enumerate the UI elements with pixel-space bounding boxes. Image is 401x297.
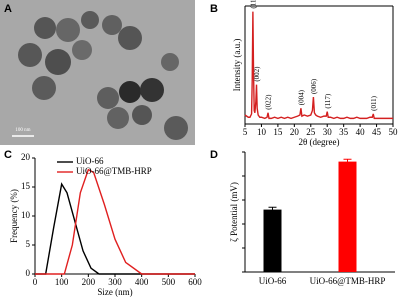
x-tick-label: UiO-66	[259, 276, 287, 286]
x-tick-label: 30	[323, 127, 333, 137]
x-tick-label: 300	[108, 277, 122, 287]
x-tick-label: 20	[290, 127, 300, 137]
y-tick-label: 5	[26, 239, 31, 249]
panel-label: A	[4, 3, 12, 15]
x-tick-label: 50	[389, 127, 399, 137]
x-tick-label: 600	[188, 277, 202, 287]
y-axis-label: Intensity (a.u.)	[232, 39, 242, 92]
error-bar	[268, 206, 277, 212]
x-tick-label: 0	[33, 277, 38, 287]
peak-label: (022)	[265, 94, 273, 110]
data-line	[244, 11, 393, 120]
peak-label: (004)	[298, 89, 306, 105]
peak-label: (011)	[370, 95, 378, 111]
y-axis-label: Frequency (%)	[9, 189, 19, 243]
x-tick-label: 40	[356, 127, 366, 137]
x-tick-label: 200	[82, 277, 96, 287]
x-tick-label: 400	[135, 277, 149, 287]
peak-label: (117)	[324, 93, 332, 109]
peak-label: (006)	[310, 78, 318, 94]
x-tick-label: 5	[243, 127, 248, 137]
x-tick-label: 15	[273, 127, 283, 137]
panel-label: B	[210, 3, 218, 15]
data-line	[35, 168, 195, 275]
legend-label: UiO-66@TMB-HRP	[76, 166, 152, 176]
peak-label: (002)	[253, 66, 261, 82]
x-tick-label: 100	[55, 277, 69, 287]
y-tick-label: 10	[21, 210, 31, 220]
x-axis-label: 2θ (degree)	[298, 137, 339, 147]
x-axis-label: Size (nm)	[97, 287, 132, 297]
peak-label: (111)	[250, 0, 258, 9]
x-tick-label: 500	[162, 277, 176, 287]
x-tick-label: 35	[339, 127, 349, 137]
y-tick-label: 0	[26, 268, 31, 278]
panel-label: C	[4, 149, 12, 161]
tem-image	[0, 0, 195, 145]
legend-label: UiO-66	[76, 156, 104, 166]
panel-label: D	[210, 149, 218, 161]
y-tick-label: 15	[21, 181, 31, 191]
error-bar	[343, 158, 352, 164]
y-axis-label: ζ Potential (mV)	[229, 182, 239, 242]
bar	[263, 209, 282, 272]
x-tick-label: 25	[306, 127, 316, 137]
y-tick-label: 20	[21, 152, 31, 162]
scale-bar-label: 100 nm	[15, 128, 30, 133]
x-tick-label: 45	[372, 127, 382, 137]
x-tick-label: UiO-66@TMB-HRP	[310, 276, 386, 286]
x-tick-label: 10	[257, 127, 267, 137]
bar	[338, 161, 357, 272]
data-line	[35, 182, 195, 275]
